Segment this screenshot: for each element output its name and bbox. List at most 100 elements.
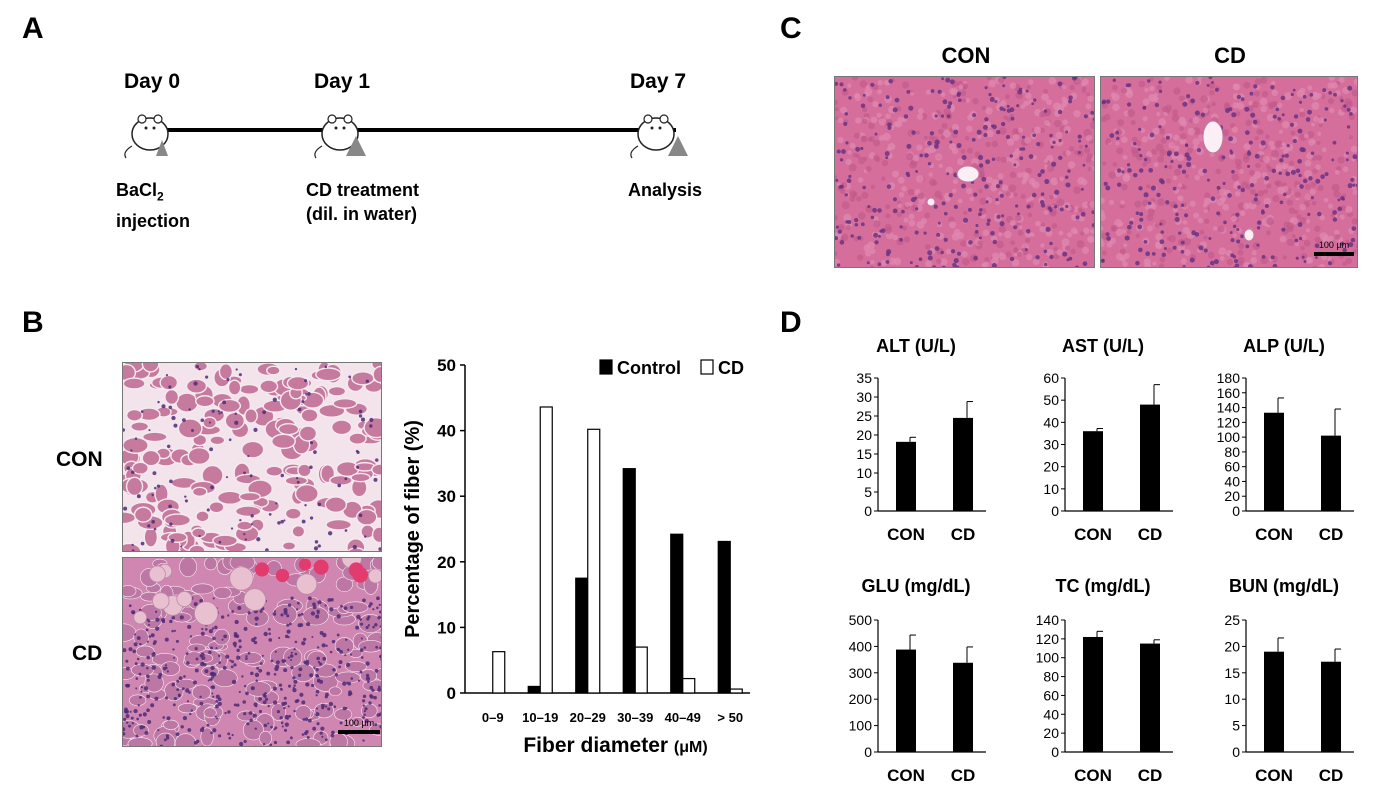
nucleus	[125, 659, 129, 663]
cell	[1296, 214, 1302, 220]
nucleus	[218, 412, 221, 415]
nucleus	[998, 180, 1003, 185]
cell	[1020, 193, 1026, 200]
nucleus	[313, 666, 316, 669]
nucleus	[208, 629, 213, 634]
nucleus	[205, 628, 208, 631]
cell	[1336, 166, 1342, 171]
nucleus	[1272, 114, 1277, 119]
cell	[988, 79, 996, 88]
nucleus	[1346, 125, 1351, 129]
fiber	[218, 363, 234, 381]
nucleus	[258, 697, 262, 701]
cell	[1017, 229, 1024, 236]
nucleus	[1231, 112, 1237, 118]
fiber	[193, 363, 209, 372]
cell	[1187, 127, 1196, 136]
nucleus	[946, 114, 951, 119]
cell	[835, 106, 839, 112]
nucleus	[1059, 207, 1064, 212]
nucleus	[344, 654, 347, 657]
liver-micrograph-con	[834, 76, 1095, 268]
nucleus	[847, 219, 852, 225]
nucleus	[279, 716, 283, 720]
cell	[851, 77, 859, 81]
nucleus	[1135, 260, 1140, 266]
nucleus	[198, 368, 201, 371]
nucleus	[233, 703, 237, 707]
alp-y-tick-label: 140	[1217, 400, 1241, 416]
cell	[1152, 261, 1157, 266]
nucleus	[295, 608, 299, 611]
cell	[1236, 102, 1245, 110]
nucleus	[248, 711, 253, 715]
nucleus	[358, 409, 363, 414]
nucleus	[379, 725, 381, 729]
nucleus	[289, 736, 293, 740]
cell	[1134, 200, 1142, 208]
cell	[928, 172, 933, 177]
cell	[1216, 197, 1225, 206]
cell	[1012, 133, 1020, 141]
alp-y-tick-label: 120	[1217, 414, 1241, 430]
nucleus	[321, 735, 324, 738]
nucleus	[302, 718, 306, 721]
nucleus	[225, 476, 229, 479]
cell	[1152, 96, 1159, 103]
nucleus	[359, 622, 364, 626]
nucleus	[238, 639, 242, 643]
nucleus	[228, 438, 232, 442]
nucleus	[180, 545, 183, 548]
fiber	[281, 541, 297, 551]
nucleus	[1116, 182, 1122, 187]
nucleus	[1040, 169, 1045, 174]
nucleus	[994, 100, 998, 104]
cell	[907, 188, 915, 196]
cell	[1087, 166, 1093, 172]
muscle-micrograph-con	[122, 362, 382, 552]
fiber	[277, 423, 300, 436]
nucleus	[243, 739, 247, 743]
nucleus	[1215, 87, 1219, 92]
nucleus	[1072, 77, 1078, 80]
nucleus	[296, 601, 300, 605]
nucleus	[275, 664, 280, 669]
cell	[1028, 79, 1034, 85]
cell	[1265, 230, 1272, 236]
cell	[1061, 101, 1068, 108]
nucleus	[989, 97, 995, 102]
nucleus	[363, 646, 367, 649]
ast-y-tick-label: 50	[1043, 392, 1059, 408]
scale-bar-c: 100 µm	[1314, 240, 1354, 260]
nucleus	[1200, 112, 1206, 118]
alp-title: ALP (U/L)	[1243, 336, 1325, 356]
cell	[1172, 175, 1178, 181]
nucleus	[267, 722, 270, 725]
cell	[1250, 189, 1256, 195]
fiber	[141, 449, 161, 467]
cell	[1103, 113, 1111, 121]
round-fiber	[133, 610, 148, 625]
nucleus	[135, 687, 138, 690]
cell	[1200, 95, 1208, 103]
nucleus	[273, 610, 277, 613]
fiber	[188, 544, 206, 551]
nucleus	[157, 674, 162, 680]
fiber	[200, 727, 214, 746]
cell	[896, 212, 902, 218]
nucleus	[301, 400, 305, 404]
nucleus	[221, 638, 224, 641]
cell	[1146, 184, 1151, 189]
nucleus	[306, 736, 310, 739]
nucleus	[1036, 141, 1041, 147]
cell	[1164, 77, 1170, 81]
cell	[1239, 169, 1244, 174]
nucleus	[1186, 156, 1192, 162]
bar-control-2	[575, 577, 589, 694]
cell	[985, 141, 991, 147]
cell	[1105, 138, 1112, 144]
cell	[1109, 237, 1116, 245]
nucleus	[302, 637, 307, 642]
nucleus	[1021, 147, 1026, 151]
